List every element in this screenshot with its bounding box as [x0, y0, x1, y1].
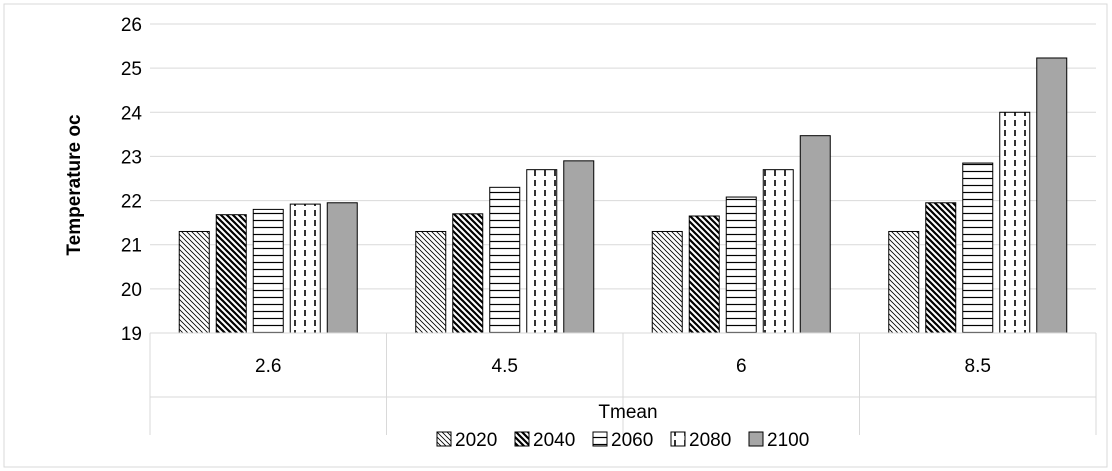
- legend-swatch-2080: [670, 431, 686, 447]
- bar-2060-6: [725, 196, 757, 334]
- bar-2060-4.5: [489, 186, 521, 334]
- y-tick-label: 20: [121, 280, 142, 301]
- bar-2060-8.5: [962, 162, 994, 334]
- y-tick-label: 24: [121, 103, 143, 124]
- bar-2100-4.5: [563, 160, 595, 334]
- chart-border: [3, 3, 1108, 468]
- bar-2040-6: [688, 215, 720, 334]
- bar-2020-2.6: [178, 230, 210, 334]
- bar-2020-4.5: [415, 230, 447, 334]
- bar-2020-8.5: [888, 230, 920, 334]
- legend: 2020 2040 2060 2080 2100: [436, 430, 809, 451]
- x-category-label: 2.6: [255, 356, 281, 377]
- legend-label-2040: 2040: [533, 430, 575, 451]
- x-category-label: 4.5: [492, 356, 518, 377]
- y-tick-label: 26: [121, 15, 142, 36]
- y-tick-label: 22: [121, 192, 142, 213]
- x-axis: 2.6 4.5 6 8.5: [149, 332, 1097, 435]
- bar-2040-4.5: [452, 213, 484, 334]
- bar-2100-8.5: [1036, 57, 1068, 334]
- bar-2020-6: [651, 230, 683, 334]
- bar-2040-2.6: [215, 214, 247, 334]
- legend-swatch-2040: [514, 431, 530, 447]
- y-tick-label: 25: [121, 59, 142, 80]
- y-axis-ticks: 19 20 21 22 23 24 25 26: [121, 15, 143, 345]
- bar-2040-8.5: [925, 202, 957, 334]
- legend-swatch-2100: [748, 431, 764, 447]
- y-axis-label: Temperature oc: [64, 114, 85, 256]
- bar-2080-8.5: [999, 111, 1031, 334]
- bars: [178, 57, 1068, 334]
- y-tick-label: 19: [121, 324, 142, 345]
- y-tick-label: 23: [121, 147, 142, 168]
- legend-label-2080: 2080: [689, 430, 731, 451]
- legend-label-2100: 2100: [767, 430, 809, 451]
- y-tick-label: 21: [121, 236, 142, 257]
- bar-2100-2.6: [326, 202, 358, 334]
- bar-2060-2.6: [252, 208, 284, 334]
- bar-2100-6: [799, 135, 831, 334]
- x-category-label: 6: [736, 356, 747, 377]
- bar-2080-2.6: [289, 203, 321, 334]
- legend-swatch-2020: [436, 431, 452, 447]
- legend-swatch-2060: [592, 431, 608, 447]
- legend-label-2060: 2060: [611, 430, 653, 451]
- bar-2080-4.5: [526, 169, 558, 334]
- x-category-label: 8.5: [965, 356, 991, 377]
- x-axis-group-label: Tmean: [598, 402, 657, 423]
- legend-label-2020: 2020: [455, 430, 497, 451]
- bar-2080-6: [762, 169, 794, 334]
